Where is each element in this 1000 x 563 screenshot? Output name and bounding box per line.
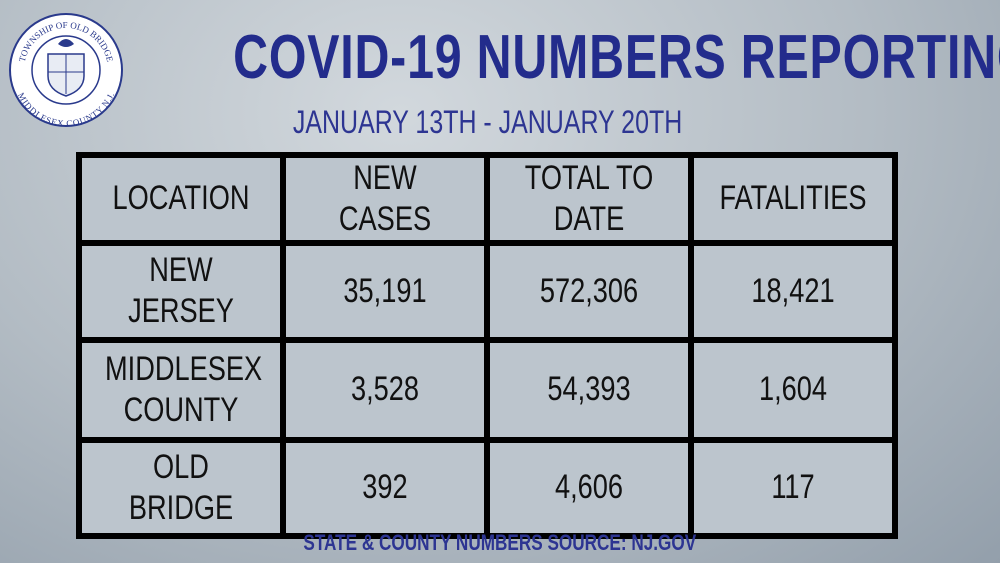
source-text: STATE & COUNTY NUMBERS SOURCE: NJ.GOV	[303, 530, 697, 555]
table-cell: TOTAL TO DATE	[484, 152, 694, 246]
subtitle-text: JANUARY 13TH - JANUARY 20TH	[293, 104, 683, 140]
data-row: OLD BRIDGE 392 4,606 117	[76, 436, 898, 539]
township-seal: TOWNSHIP OF OLD BRIDGE MIDDLESEX COUNTY …	[9, 13, 123, 128]
data-table: LOCATION NEW CASES TOTAL TO DATE FATALITIES…	[76, 152, 898, 539]
header-row-text: NEW CASES	[338, 159, 432, 238]
data-row-text: NEW JERSEY	[128, 251, 234, 331]
data-row-text: 392	[362, 468, 408, 507]
data-row-text: 1,604	[758, 370, 828, 409]
data-row-text: 4,606	[554, 468, 624, 507]
table-cell: 572,306	[484, 239, 694, 343]
table-cell: 1,604	[688, 336, 898, 443]
table-cell: NEW CASES	[280, 152, 490, 246]
table-cell: 392	[280, 436, 490, 539]
table-cell: NEW JERSEY	[76, 239, 286, 343]
table-cell: 117	[688, 436, 898, 539]
table-cell: 18,421	[688, 239, 898, 343]
data-row-text: MIDDLESEX COUNTY	[105, 349, 263, 429]
data-row-text: 18,421	[751, 271, 835, 310]
table-cell: 4,606	[484, 436, 694, 539]
title: COVID-19 NUMBERS REPORTING	[120, 22, 1000, 93]
header-row-text: TOTAL TO DATE	[524, 159, 654, 238]
subtitle: JANUARY 13TH - JANUARY 20TH	[188, 104, 788, 141]
table-cell: LOCATION	[76, 152, 286, 246]
table-cell: MIDDLESEX COUNTY	[76, 336, 286, 443]
data-row-text: 572,306	[539, 271, 639, 310]
data-row-text: 54,393	[547, 370, 631, 409]
data-row: NEW JERSEY 35,191 572,306 18,421	[76, 239, 898, 343]
data-row-text: 117	[771, 468, 815, 507]
data-row-text: OLD BRIDGE	[128, 447, 234, 527]
header-row: LOCATION NEW CASES TOTAL TO DATE FATALITIES	[76, 152, 898, 246]
title-text: COVID-19 NUMBERS REPORTING	[233, 23, 1000, 92]
data-row-text: 3,528	[350, 370, 420, 409]
table-cell: 54,393	[484, 336, 694, 443]
data-row: MIDDLESEX COUNTY 3,528 54,393 1,604	[76, 336, 898, 443]
table-cell: 35,191	[280, 239, 490, 343]
header-row-text: FATALITIES	[719, 179, 867, 218]
table-cell: OLD BRIDGE	[76, 436, 286, 539]
data-row-text: 35,191	[343, 271, 427, 310]
header-row-text: LOCATION	[112, 179, 250, 218]
table-cell: FATALITIES	[688, 152, 898, 246]
footer: STATE & COUNTY NUMBERS SOURCE: NJ.GOV	[200, 530, 800, 556]
table-cell: 3,528	[280, 336, 490, 443]
